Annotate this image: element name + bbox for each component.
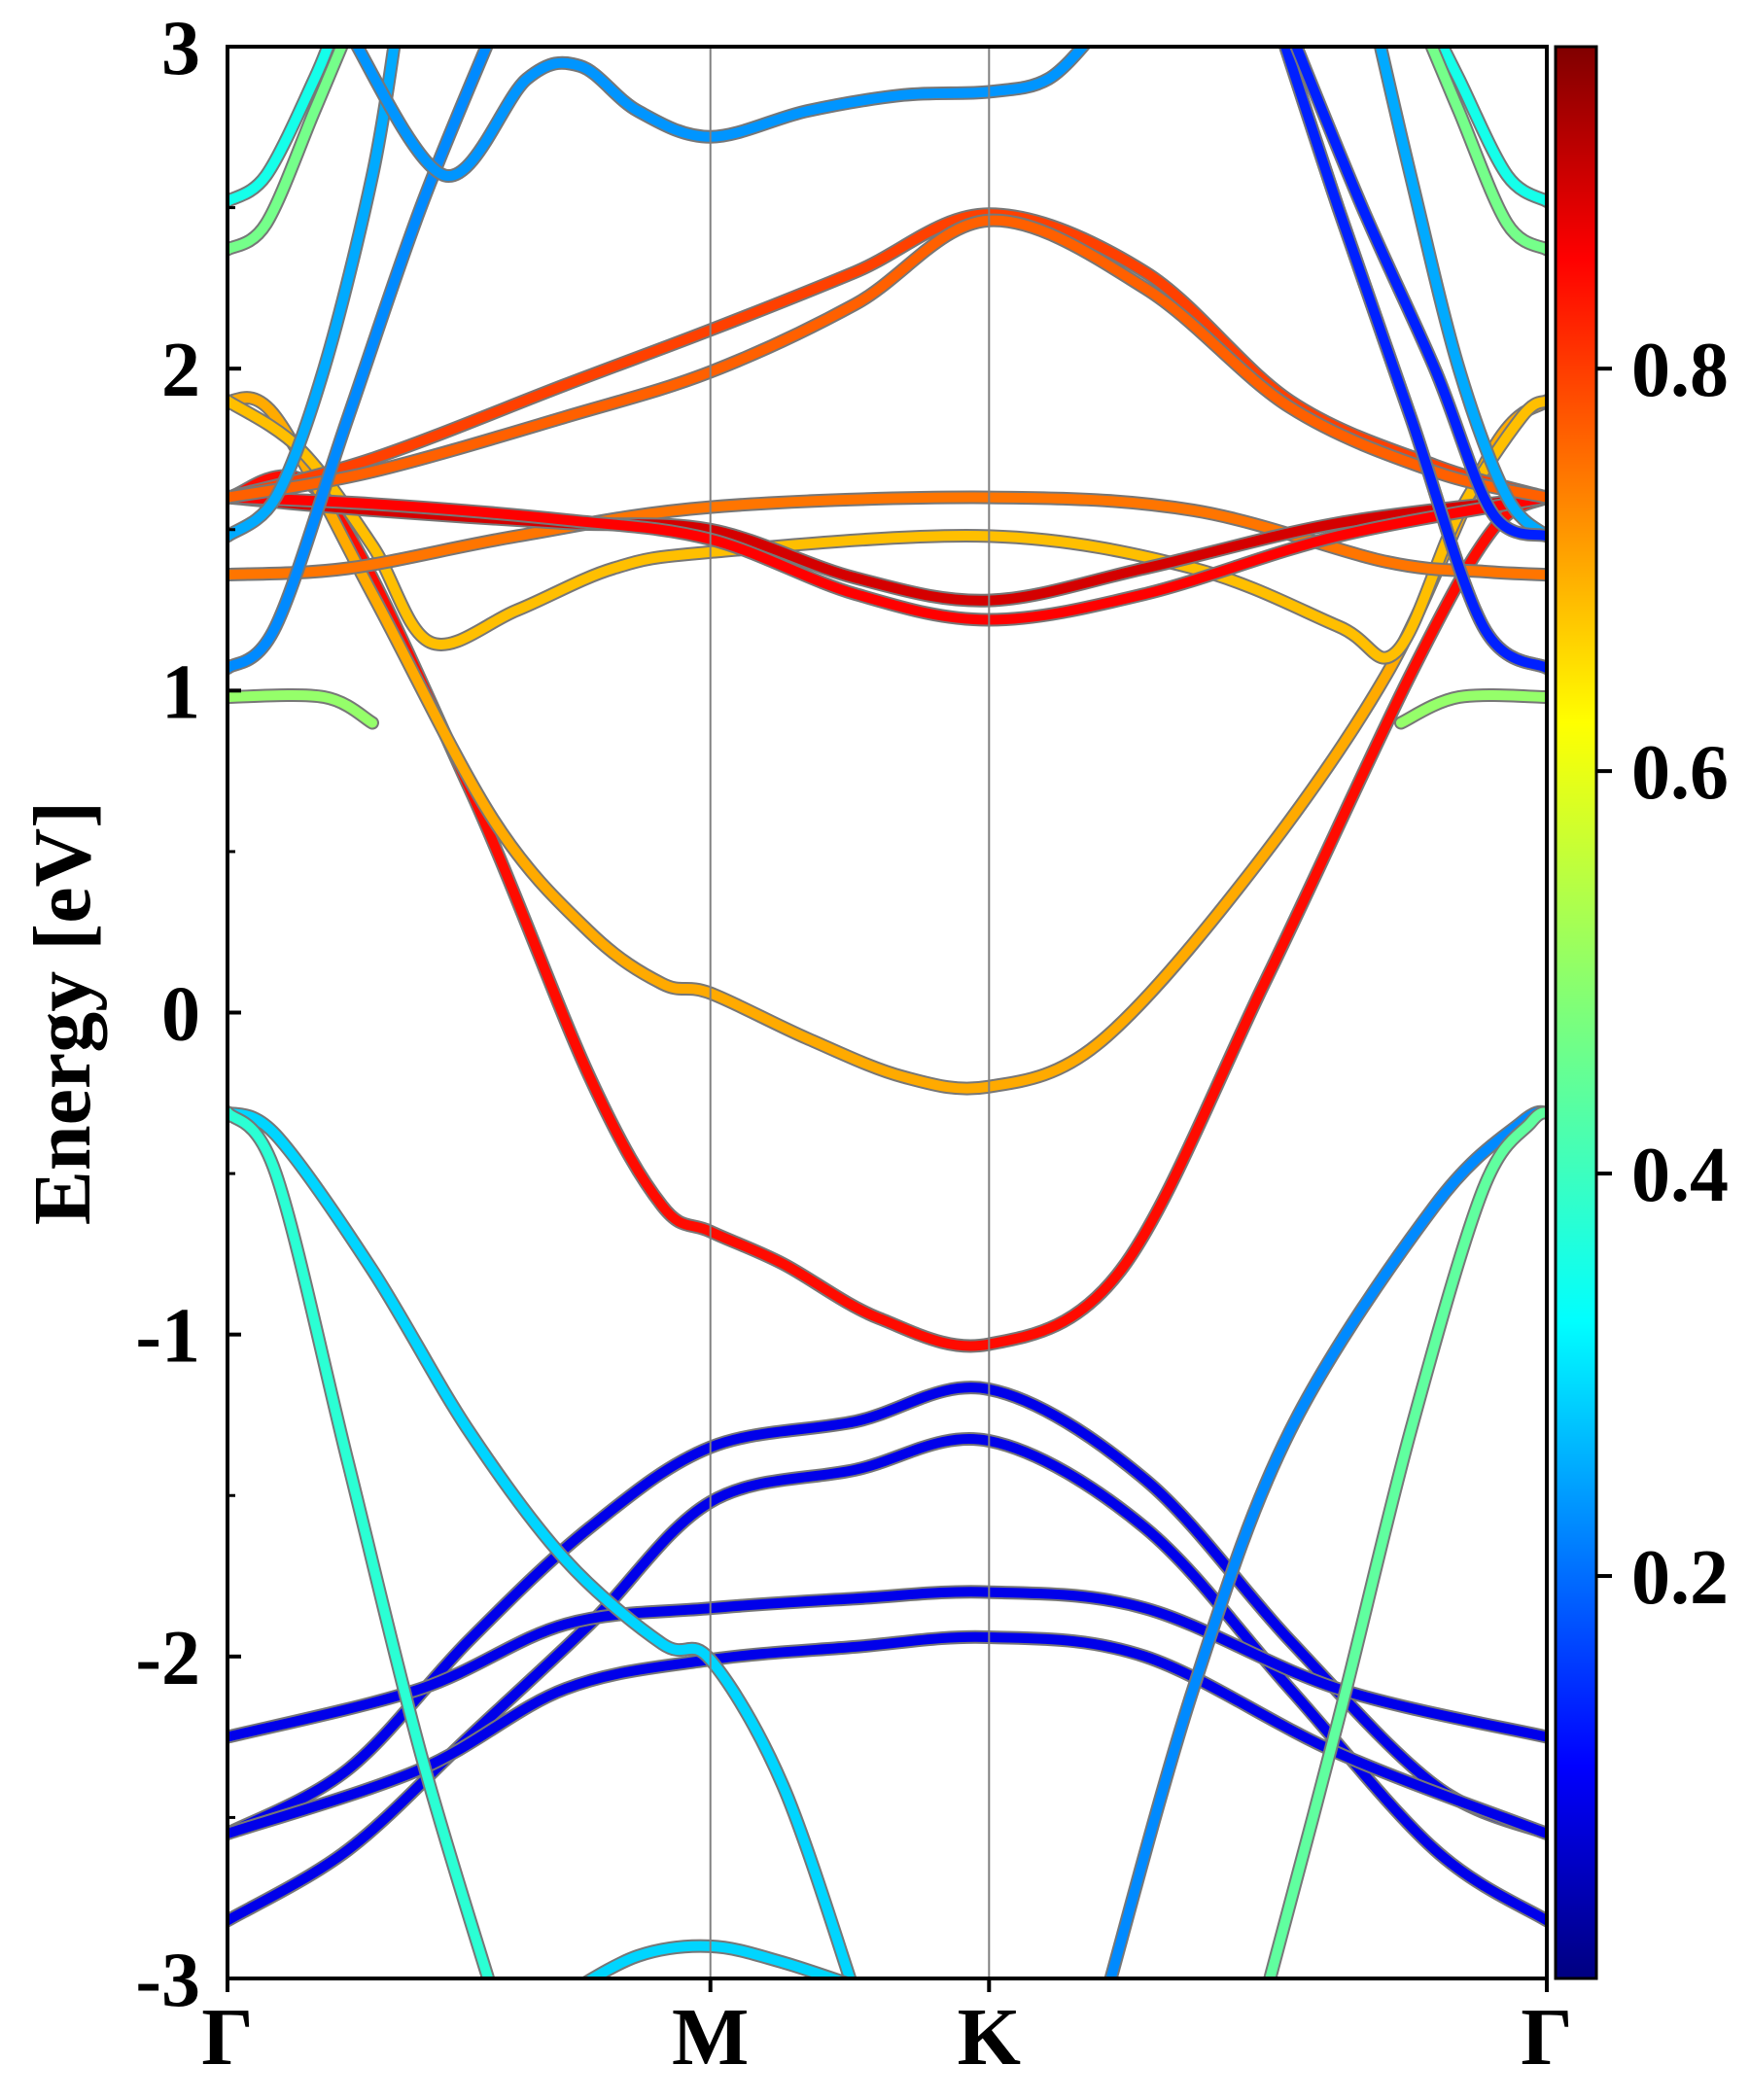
band-17 xyxy=(228,215,1547,503)
band-29 xyxy=(1437,47,1547,206)
band-25 xyxy=(352,47,1090,181)
band-19 xyxy=(1396,690,1547,728)
band-20 xyxy=(228,47,492,674)
colorbar-tick-label: 0.8 xyxy=(1631,328,1729,413)
y-axis-title: Energy [eV] xyxy=(18,801,108,1225)
band-7 xyxy=(1105,1106,1547,1978)
band-6 xyxy=(228,1107,494,1978)
x-tick-label: Γ xyxy=(201,1992,253,2082)
colorbar-tick-label: 0.2 xyxy=(1631,1535,1729,1621)
band-24 xyxy=(1279,47,1547,674)
x-tick-label: M xyxy=(672,1992,749,2082)
colorbar-tick-label: 0.6 xyxy=(1631,730,1729,816)
bands-layer xyxy=(228,47,1547,1978)
band-26 xyxy=(1291,47,1547,542)
y-tick-label: -3 xyxy=(135,1938,200,2023)
band-27 xyxy=(228,47,333,206)
x-tick-label: K xyxy=(958,1992,1021,2082)
y-axis: 3 2 1 0 -1 -2 -3 xyxy=(135,6,241,2023)
y-tick-label: -2 xyxy=(135,1616,200,1701)
x-tick-label: Γ xyxy=(1521,1992,1572,2082)
band-30 xyxy=(1426,47,1547,255)
y-tick-label: 1 xyxy=(161,649,200,735)
band-4 xyxy=(228,1631,1547,1838)
kpoint-lines xyxy=(709,47,991,1978)
colorbar-tick-label: 0.4 xyxy=(1631,1133,1729,1218)
colorbar-ticks: 0.2 0.4 0.6 0.8 xyxy=(1596,328,1729,1621)
y-tick-label: -1 xyxy=(135,1294,200,1380)
band-21 xyxy=(228,47,400,542)
band-28 xyxy=(228,47,347,255)
y-tick-label: 2 xyxy=(161,328,200,413)
band-12 xyxy=(228,396,1547,663)
band-23 xyxy=(1375,47,1547,542)
band-3 xyxy=(228,1587,1547,1742)
colorbar xyxy=(1554,45,1598,1980)
band-11 xyxy=(228,393,1547,1094)
band-15 xyxy=(228,492,1547,625)
y-tick-label: 0 xyxy=(161,972,200,1058)
band-18 xyxy=(228,690,377,728)
band-8 xyxy=(1265,1107,1547,1978)
band-13 xyxy=(228,492,1547,580)
y-tick-label: 3 xyxy=(161,6,200,91)
band-5 xyxy=(228,1107,856,1978)
